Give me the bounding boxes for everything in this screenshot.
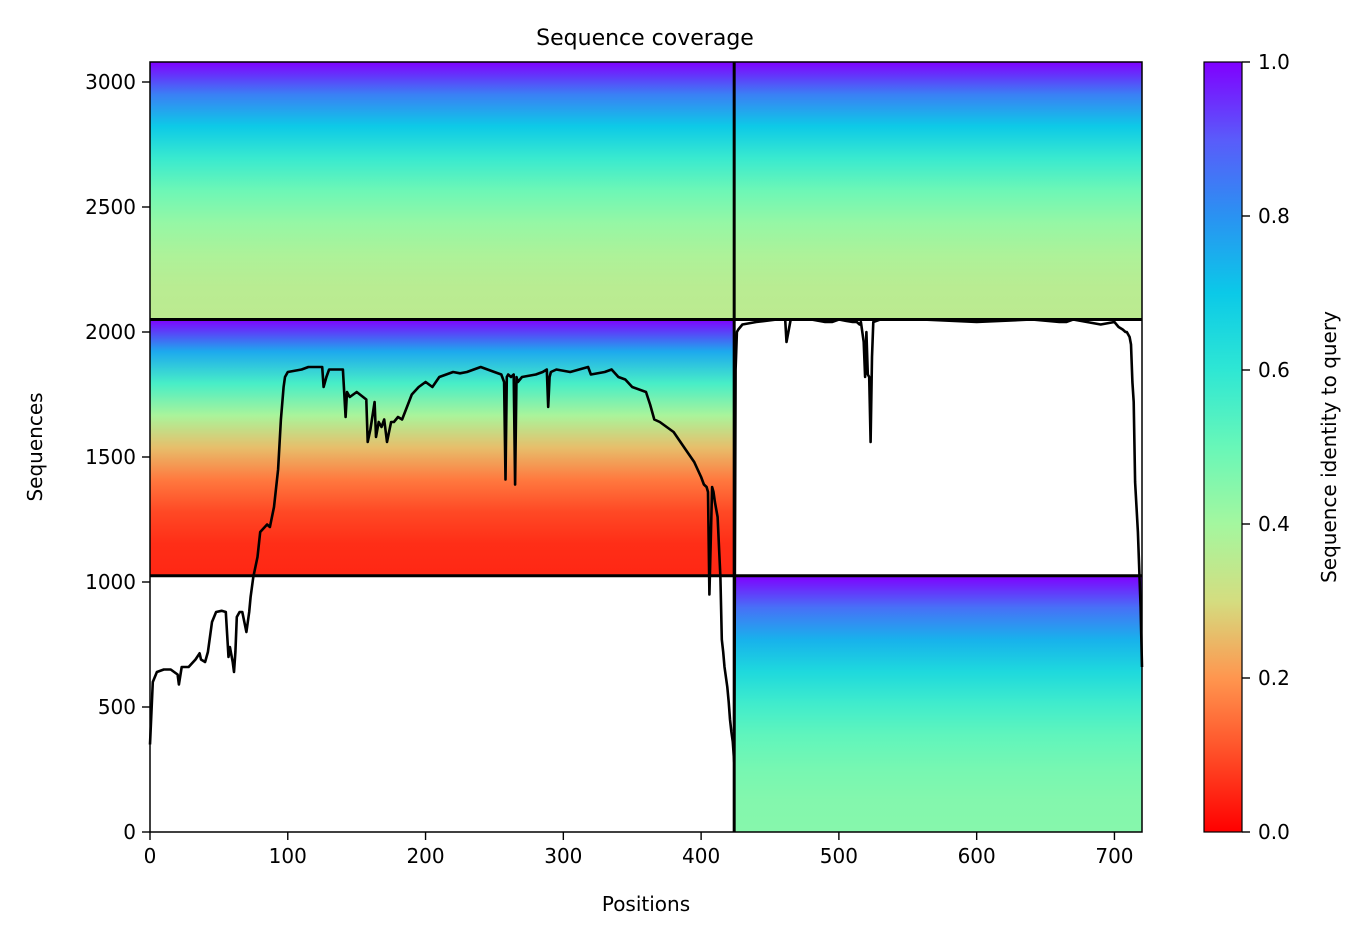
y-tick-label: 0 <box>123 820 136 844</box>
x-tick-label: 300 <box>544 844 582 868</box>
x-tick-label: 100 <box>269 844 307 868</box>
colorbar-tick-label: 0.6 <box>1258 358 1290 382</box>
y-tick-label: 3000 <box>85 70 136 94</box>
y-tick-label: 2000 <box>85 320 136 344</box>
x-tick-label: 0 <box>144 844 157 868</box>
colorbar-label: Sequence identity to query <box>1317 311 1341 583</box>
heatmap-block-left-middle <box>150 319 735 576</box>
colorbar-tick-label: 0.0 <box>1258 820 1290 844</box>
heatmap-blocks <box>150 62 1142 832</box>
x-tick-label: 500 <box>820 844 858 868</box>
y-axis-label: Sequences <box>23 392 47 501</box>
heatmap-block-pair-top-right <box>734 62 1142 320</box>
x-tick-label: 200 <box>406 844 444 868</box>
heatmap-block-pair-bottom-right <box>734 575 1142 832</box>
plot-area <box>148 61 1144 833</box>
y-tick-label: 1500 <box>85 445 136 469</box>
colorbar-gradient <box>1203 61 1243 833</box>
colorbar-tick-label: 0.4 <box>1258 512 1290 536</box>
colorbar: 0.0 0.2 0.4 0.6 0.8 1.0 Sequence identity to … <box>1203 50 1341 844</box>
chart-title: Sequence coverage <box>536 26 754 51</box>
plot-frame <box>149 61 1143 833</box>
y-tick-label: 500 <box>98 695 136 719</box>
colorbar-tick-label: 0.2 <box>1258 666 1290 690</box>
y-axis-ticks: 0 500 1000 1500 2000 2500 3000 <box>85 70 150 844</box>
colorbar-tick-label: 0.8 <box>1258 204 1290 228</box>
x-tick-label: 600 <box>958 844 996 868</box>
coverage-line <box>148 318 1144 764</box>
x-tick-label: 700 <box>1095 844 1133 868</box>
heatmap-block-pair-top-left <box>150 62 735 320</box>
y-tick-label: 1000 <box>85 570 136 594</box>
x-tick-label: 400 <box>682 844 720 868</box>
colorbar-tick-label: 1.0 <box>1258 50 1290 74</box>
x-axis-ticks: 0 100 200 300 400 500 600 700 <box>144 832 1134 868</box>
x-axis-label: Positions <box>602 892 690 916</box>
y-tick-label: 2500 <box>85 195 136 219</box>
colorbar-ticks: 0.0 0.2 0.4 0.6 0.8 1.0 <box>1242 50 1290 844</box>
